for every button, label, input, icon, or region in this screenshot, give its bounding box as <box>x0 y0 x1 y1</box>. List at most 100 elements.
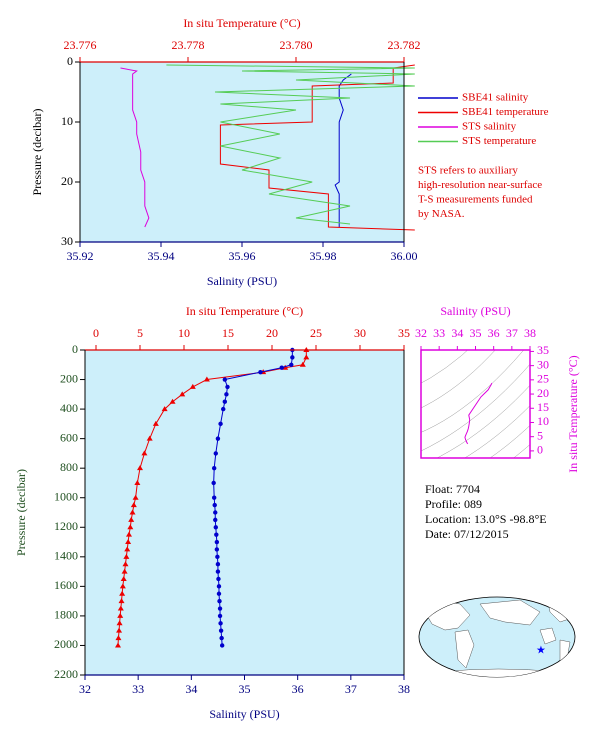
x-tick-label: 35 <box>470 326 482 340</box>
marker <box>211 465 217 471</box>
marker <box>121 568 128 574</box>
plot-area <box>85 350 404 675</box>
x2-tick-label: 23.776 <box>64 38 97 52</box>
y-tick-label: 30 <box>537 357 549 371</box>
marker <box>169 398 176 404</box>
marker <box>117 605 124 611</box>
y-tick-label: 5 <box>537 428 543 442</box>
marker <box>115 642 121 648</box>
marker <box>299 361 306 367</box>
marker <box>213 517 218 523</box>
marker <box>216 591 222 596</box>
marker <box>137 465 143 471</box>
float-info: Location: 13.0°S -98.8°E <box>425 512 547 526</box>
marker <box>217 606 223 611</box>
marker <box>289 362 294 367</box>
marker <box>125 539 132 545</box>
y-tick-label: 30 <box>61 234 73 248</box>
marker <box>258 369 263 375</box>
y-tick-label: 15 <box>537 400 549 414</box>
marker <box>217 613 223 619</box>
marker <box>118 598 125 604</box>
marker <box>117 612 124 618</box>
y-tick-label: 800 <box>60 460 78 474</box>
y-tick-label: 200 <box>60 371 78 385</box>
y-tick-label: 400 <box>60 401 78 415</box>
marker <box>211 480 216 486</box>
y-tick-label: 1600 <box>54 578 78 592</box>
note-line: high-resolution near-surface <box>418 179 542 191</box>
float-info: Date: 07/12/2015 <box>425 527 509 541</box>
x-tick-label: 32 <box>415 326 427 340</box>
y-tick-label: 35 <box>537 343 549 357</box>
series-line <box>120 67 150 228</box>
marker <box>215 562 221 567</box>
legend-label: SBE41 salinity <box>462 92 529 104</box>
marker <box>211 495 217 500</box>
x-tick-label: 36.00 <box>391 249 418 263</box>
marker <box>218 621 223 626</box>
marker <box>216 576 221 582</box>
marker <box>290 355 295 360</box>
y-tick-label: 2200 <box>54 667 78 681</box>
marker <box>123 553 130 559</box>
marker <box>115 635 122 641</box>
marker <box>212 502 217 508</box>
x-tick-label: 35.92 <box>67 249 94 263</box>
x-tick-label: 35.94 <box>148 249 175 263</box>
marker <box>120 575 127 581</box>
plot-area <box>80 62 404 242</box>
marker <box>222 399 228 404</box>
x-axis-label: Salinity (PSU) <box>209 707 279 721</box>
marker <box>219 643 225 648</box>
y-tick-label: 600 <box>60 430 78 444</box>
x2-tick-label: 30 <box>354 326 366 340</box>
x-tick-label: 34 <box>185 682 197 696</box>
marker <box>215 569 221 574</box>
x-tick-label: 38 <box>524 326 536 340</box>
marker <box>189 383 196 389</box>
x-tick-label: 32 <box>79 682 91 696</box>
series-line <box>219 64 415 231</box>
marker <box>203 376 210 382</box>
marker <box>152 420 159 426</box>
marker <box>129 509 136 515</box>
ts-line <box>464 382 493 445</box>
marker <box>119 590 126 596</box>
marker <box>279 365 284 370</box>
x-tick-label: 37 <box>506 326 518 340</box>
marker <box>116 620 123 626</box>
marker <box>214 547 220 552</box>
float-location-star: ★ <box>536 645 546 657</box>
marker <box>222 377 228 382</box>
series-line <box>166 64 415 225</box>
float-info: Float: 7704 <box>425 482 480 496</box>
marker <box>224 392 229 397</box>
x-axis-label: Salinity (PSU) <box>440 304 510 318</box>
marker <box>122 561 129 567</box>
marker <box>146 435 153 441</box>
marker <box>214 539 220 545</box>
marker <box>215 554 220 560</box>
y-tick-label: 20 <box>537 386 549 400</box>
marker <box>225 384 230 390</box>
y-tick-label: 1000 <box>54 489 78 503</box>
marker <box>213 525 218 530</box>
marker <box>216 584 222 589</box>
y-tick-label: 1800 <box>54 608 78 622</box>
x-tick-label: 36 <box>292 682 304 696</box>
x2-tick-label: 0 <box>93 326 99 340</box>
x-tick-label: 35 <box>239 682 251 696</box>
x-axis-label: Salinity (PSU) <box>207 274 277 288</box>
marker <box>303 354 310 360</box>
note-line: by NASA. <box>418 208 465 220</box>
marker <box>116 627 123 633</box>
legend-label: STS temperature <box>462 135 536 147</box>
marker <box>127 524 134 530</box>
inset-frame <box>420 349 531 459</box>
x-tick-label: 37 <box>345 682 357 696</box>
marker <box>132 494 139 500</box>
marker <box>161 406 168 412</box>
